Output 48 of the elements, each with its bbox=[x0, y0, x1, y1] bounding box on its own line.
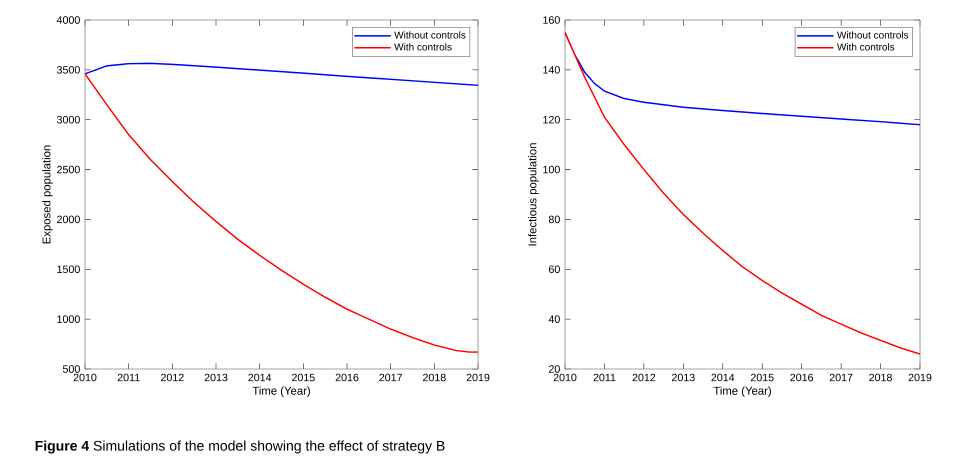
y-tick-label: 2000 bbox=[57, 216, 80, 224]
y-tick-label: 1500 bbox=[57, 266, 80, 274]
y-tick-label: 4000 bbox=[56, 16, 80, 24]
legend-label: With controls bbox=[836, 43, 894, 51]
y-tick-label: 1000 bbox=[57, 315, 80, 323]
legend-label: Without controls bbox=[836, 31, 908, 39]
y-tick-label: 140 bbox=[543, 66, 560, 74]
y-tick-label: 160 bbox=[543, 16, 560, 24]
y-tick-label: 3000 bbox=[56, 116, 80, 124]
x-tick-label: 2010 bbox=[74, 374, 96, 382]
x-tick-label: 2014 bbox=[711, 374, 734, 382]
x-tick-label: 2016 bbox=[790, 374, 814, 382]
x-tick-label: 2011 bbox=[594, 374, 616, 382]
x-tick-label: 2018 bbox=[869, 374, 892, 382]
x-tick-label: 2010 bbox=[554, 374, 576, 382]
x-tick-label: 2017 bbox=[379, 374, 402, 382]
x-tick-label: 2018 bbox=[423, 374, 446, 382]
x-tick-label: 2019 bbox=[466, 374, 490, 382]
x-axis-title: Time (Year) bbox=[714, 386, 771, 397]
y-tick-label: 60 bbox=[548, 266, 560, 274]
y-tick-label: 120 bbox=[543, 116, 560, 124]
y-tick-label: 2500 bbox=[57, 166, 80, 174]
x-tick-label: 2014 bbox=[248, 374, 272, 382]
x-tick-label: 2012 bbox=[161, 374, 184, 382]
x-tick-label: 2015 bbox=[750, 374, 774, 382]
y-tick-label: 3500 bbox=[56, 66, 80, 74]
legend-label: Without controls bbox=[394, 31, 466, 39]
x-tick-label: 2013 bbox=[204, 374, 228, 382]
x-tick-label: 2016 bbox=[336, 374, 358, 382]
line-series bbox=[565, 32, 920, 355]
x-tick-label: 2011 bbox=[118, 374, 140, 382]
x-tick-label: 2019 bbox=[908, 374, 932, 382]
x-tick-label: 2013 bbox=[672, 374, 695, 382]
x-axis-title: Time (Year) bbox=[252, 386, 310, 397]
y-tick-label: 80 bbox=[548, 216, 560, 224]
x-tick-label: 2017 bbox=[830, 374, 852, 382]
line-series bbox=[85, 73, 478, 353]
y-tick-label: 40 bbox=[548, 315, 560, 323]
x-tick-label: 2015 bbox=[292, 374, 315, 382]
text: Figure 4 Simulations of the model showing the effect of strategy B bbox=[36, 440, 445, 454]
y-axis-title: Infectious population bbox=[528, 143, 539, 246]
y-tick-label: 100 bbox=[543, 166, 560, 174]
legend-label: With controls bbox=[394, 43, 452, 51]
line-series bbox=[85, 62, 478, 86]
x-tick-label: 2012 bbox=[632, 374, 656, 382]
y-axis-title: Exposed population bbox=[42, 145, 53, 244]
y-tick-label: 20 bbox=[548, 365, 560, 373]
y-tick-label: 500 bbox=[62, 365, 80, 373]
